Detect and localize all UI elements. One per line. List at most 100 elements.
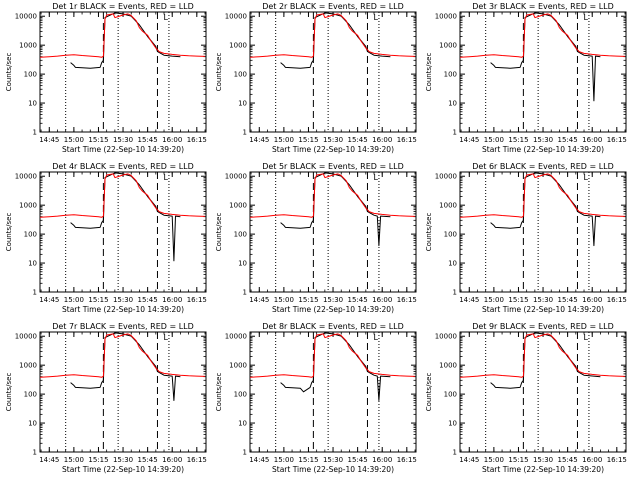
x-tick-label: 15:15 [298,296,318,304]
events-series-line [70,12,181,69]
x-tick-label: 15:15 [88,136,108,144]
x-tick-label: 15:30 [113,456,133,464]
events-series-line [490,12,601,102]
y-tick-label: 1 [453,449,457,457]
y-tick-label: 10000 [435,173,457,181]
panel-title: Det 4r BLACK = Events, RED = LLD [52,162,194,171]
detector-panel: Det 4r BLACK = Events, RED = LLD Counts/s… [5,162,207,314]
x-tick-label: 15:30 [323,136,343,144]
lld-series-line [39,173,206,218]
plot-frame [249,331,417,453]
panel-annotation: L [583,13,588,22]
y-tick-label: 100 [24,231,37,239]
panel-title: Det 2r BLACK = Events, RED = LLD [262,2,404,11]
y-axis-label: Counts/sec [425,213,433,252]
x-axis-label: Start Time (22-Sep-10 14:39:20) [272,145,394,154]
panel-annotation: L [373,173,378,182]
x-tick-label: 16:15 [187,456,207,464]
x-tick-label: 15:45 [138,456,158,464]
x-tick-label: 15:30 [533,456,553,464]
x-tick-label: 16:15 [397,296,417,304]
y-tick-label: 1 [243,129,247,137]
x-tick-label: 15:30 [323,456,343,464]
y-axis-label: Counts/sec [425,373,433,412]
y-tick-label: 10 [28,420,37,428]
y-tick-label: 100 [234,71,247,79]
x-axis-label: Start Time (22-Sep-10 14:39:20) [482,145,604,154]
y-tick-label: 100 [444,71,457,79]
lld-series-line [249,333,416,378]
lld-series-line [459,173,626,218]
x-axis-label: Start Time (22-Sep-10 14:39:20) [482,305,604,314]
y-tick-label: 100 [444,391,457,399]
x-tick-label: 16:00 [162,136,182,144]
y-tick-label: 10000 [225,333,247,341]
x-tick-label: 16:00 [582,296,602,304]
y-axis-label: Counts/sec [5,53,13,92]
x-tick-label: 15:45 [348,136,368,144]
x-tick-label: 16:00 [582,456,602,464]
y-tick-label: 10000 [225,173,247,181]
y-tick-label: 100 [444,231,457,239]
y-tick-label: 10 [28,260,37,268]
x-tick-label: 15:00 [274,296,294,304]
y-tick-label: 1000 [19,362,37,370]
events-series-line [280,332,391,401]
x-tick-label: 15:15 [508,136,528,144]
x-tick-label: 15:30 [533,296,553,304]
y-tick-label: 10 [448,420,457,428]
x-tick-label: 14:45 [459,136,479,144]
events-series-line [490,172,601,247]
x-tick-label: 15:00 [274,136,294,144]
x-tick-label: 14:45 [249,456,269,464]
x-tick-label: 16:15 [607,456,627,464]
events-series-line [280,172,391,247]
x-tick-label: 15:00 [484,456,504,464]
panel-title: Det 6r BLACK = Events, RED = LLD [472,162,614,171]
y-tick-label: 1000 [229,42,247,50]
y-tick-label: 1000 [439,42,457,50]
x-tick-label: 15:45 [558,136,578,144]
y-tick-label: 10 [448,100,457,108]
detector-panel: Det 1r BLACK = Events, RED = LLD Counts/s… [5,2,207,154]
x-tick-label: 15:15 [88,296,108,304]
x-tick-label: 15:45 [348,456,368,464]
x-tick-label: 16:00 [162,296,182,304]
panel-title: Det 1r BLACK = Events, RED = LLD [52,2,194,11]
x-tick-label: 15:00 [64,456,84,464]
x-tick-label: 15:15 [508,296,528,304]
x-tick-label: 14:45 [249,136,269,144]
lld-series-line [459,13,626,58]
y-tick-label: 10000 [435,13,457,21]
plot-frame [459,331,627,453]
events-series-line [70,172,181,262]
panel-annotation: L [373,13,378,22]
x-tick-label: 16:00 [582,136,602,144]
y-tick-label: 1 [453,289,457,297]
panel-title: Det 9r BLACK = Events, RED = LLD [472,322,614,331]
detector-panel: Det 9r BLACK = Events, RED = LLD Counts/s… [425,322,627,474]
x-tick-label: 16:15 [187,136,207,144]
x-axis-label: Start Time (22-Sep-10 14:39:20) [272,305,394,314]
x-tick-label: 15:30 [323,296,343,304]
x-tick-label: 14:45 [39,136,59,144]
x-tick-label: 15:00 [64,136,84,144]
y-axis-label: Counts/sec [425,53,433,92]
y-tick-label: 100 [234,231,247,239]
y-tick-label: 10000 [15,333,37,341]
x-tick-label: 15:45 [138,136,158,144]
x-tick-label: 16:00 [372,456,392,464]
plot-frame [459,11,627,133]
panel-annotation: L [163,13,168,22]
y-tick-label: 1000 [439,202,457,210]
y-tick-label: 1000 [229,202,247,210]
plot-frame [39,171,207,293]
y-tick-label: 100 [24,391,37,399]
y-tick-label: 1000 [19,42,37,50]
y-axis-label: Counts/sec [215,373,223,412]
y-tick-label: 1000 [229,362,247,370]
plot-frame [39,11,207,133]
y-tick-label: 10 [238,100,247,108]
lld-series-line [39,13,206,58]
y-tick-label: 1 [453,129,457,137]
